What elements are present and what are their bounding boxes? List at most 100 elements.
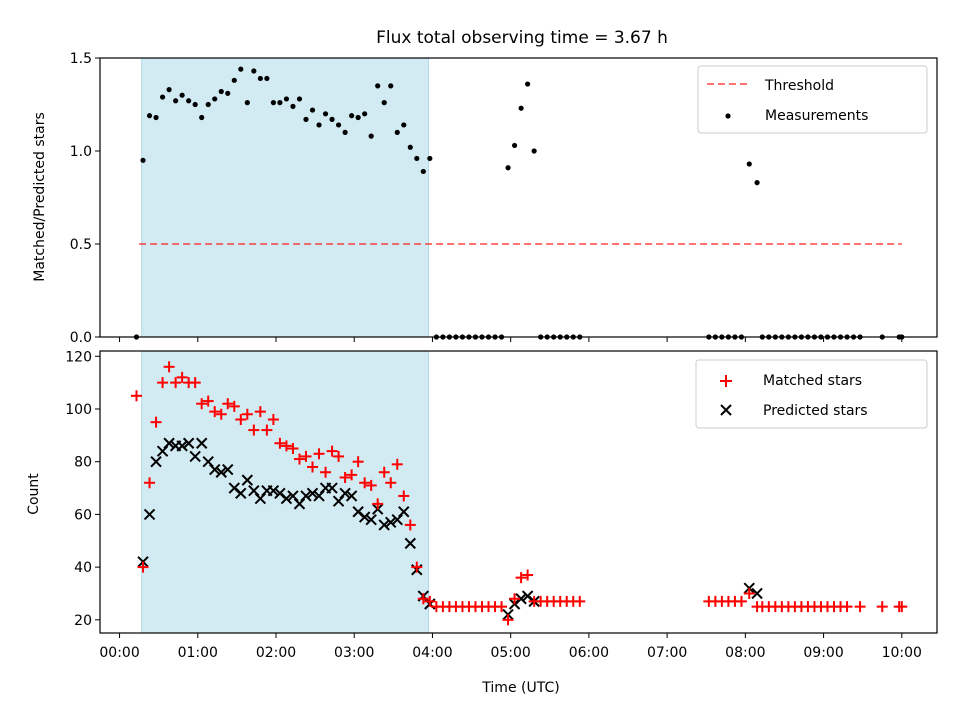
matched-star-point — [313, 448, 325, 460]
predicted-star-point — [345, 490, 358, 502]
matched-star-point — [854, 601, 866, 613]
top-plot-frame — [99, 57, 938, 338]
measurement-point — [505, 165, 511, 171]
legend-threshold-label: Threshold — [764, 78, 834, 94]
matched-star-point — [248, 424, 260, 436]
predicted-star-point — [195, 437, 208, 449]
x-tick-label: 09:00 — [803, 645, 843, 661]
predicted-star-point — [398, 506, 410, 518]
matched-star-point — [228, 400, 240, 412]
measurement-point — [251, 68, 257, 74]
y-tick-label: 1.5 — [70, 51, 92, 67]
matched-star-point — [391, 458, 403, 470]
legend-measurements-swatch — [725, 113, 731, 119]
y-tick-label: 60 — [74, 507, 92, 523]
y-tick-label: 0.0 — [70, 330, 92, 346]
matched-star-point — [515, 572, 527, 584]
measurement-point — [531, 148, 537, 154]
matched-star-point — [339, 472, 351, 484]
measurement-point — [173, 98, 179, 104]
measurement-point — [231, 77, 237, 83]
measurement-point — [355, 114, 361, 121]
measurement-point — [290, 103, 296, 109]
predicted-star-point — [378, 519, 390, 531]
y-tick-label: 120 — [65, 349, 92, 365]
predicted-star-point — [306, 487, 319, 500]
x-tick-label: 07:00 — [647, 645, 687, 661]
predicted-star-point — [404, 537, 416, 550]
measurement-point — [153, 114, 159, 121]
matched-star-point — [424, 595, 436, 607]
matched-star-point — [293, 453, 305, 465]
matched-star-point — [170, 377, 182, 389]
matched-star-point — [274, 437, 286, 449]
matched-star-point — [346, 469, 358, 481]
matched-star-point — [202, 395, 214, 407]
predicted-star-point — [222, 463, 234, 476]
measurement-point — [225, 90, 231, 96]
predicted-star-point — [189, 450, 201, 463]
top-panel-ratio-plot: 0.0 0.5 1.0 1.5 Threshold Measurements — [70, 51, 938, 346]
measurement-point — [212, 96, 218, 102]
matched-star-point — [320, 466, 332, 478]
measurement-point — [388, 83, 394, 89]
predicted-star-point — [339, 487, 351, 500]
matched-star-point — [385, 477, 397, 489]
measurement-point — [518, 105, 524, 111]
measurement-point — [264, 75, 270, 82]
matched-star-point — [196, 398, 208, 410]
matched-star-point — [378, 466, 390, 478]
measurement-point — [401, 122, 407, 128]
x-tick-label: 08:00 — [725, 645, 765, 661]
matched-star-point — [131, 390, 143, 402]
measurement-point — [414, 155, 420, 162]
matched-star-point — [404, 519, 416, 531]
legend-matched-swatch — [720, 375, 732, 387]
matched-star-point — [189, 377, 201, 389]
matched-star-point — [735, 595, 747, 607]
bottom-legend: Matched stars Predicted stars — [695, 359, 928, 429]
matched-star-point — [235, 414, 247, 426]
measurement-point — [375, 83, 381, 89]
top-legend: Threshold Measurements — [697, 65, 928, 134]
matched-star-point — [150, 416, 162, 428]
predicted-star-point — [365, 513, 377, 526]
matched-star-point — [522, 569, 534, 581]
measurement-point — [199, 114, 205, 121]
matched-star-point — [254, 406, 266, 418]
measurement-point — [159, 94, 166, 100]
predicted-star-point — [358, 511, 371, 523]
measurement-point — [270, 100, 276, 106]
predicted-star-point — [215, 466, 227, 478]
matched-star-point — [502, 614, 514, 626]
measurement-point — [179, 92, 185, 98]
measurement-point — [322, 111, 329, 117]
measurement-point — [746, 161, 752, 167]
predicted-star-point — [176, 440, 188, 452]
matched-star-point — [743, 587, 755, 599]
measurement-point — [309, 107, 316, 113]
measurement-point — [329, 116, 335, 122]
predicted-star-point — [326, 482, 338, 494]
matched-star-point — [280, 440, 292, 452]
top-legend-box — [697, 65, 928, 134]
x-tick-label: 06:00 — [569, 645, 609, 661]
measurement-point — [394, 129, 400, 135]
y-tick-label: 0.5 — [70, 237, 92, 253]
bottom-plot-frame — [99, 350, 938, 634]
matched-star-point — [209, 406, 221, 418]
measurement-point — [283, 96, 290, 102]
matched-star-point — [261, 424, 273, 436]
matched-star-point — [326, 445, 338, 457]
top-y-axis-label: Matched/Predicted stars — [32, 112, 48, 282]
predicted-star-point — [267, 484, 280, 497]
matched-star-point — [163, 361, 175, 373]
measurement-point — [335, 122, 342, 128]
measurement-point — [140, 157, 146, 163]
measurement-point — [257, 75, 263, 82]
predicted-star-point — [751, 587, 763, 600]
predicted-star-point — [209, 463, 221, 476]
measurement-point — [192, 101, 198, 108]
measurement-point — [166, 87, 172, 93]
